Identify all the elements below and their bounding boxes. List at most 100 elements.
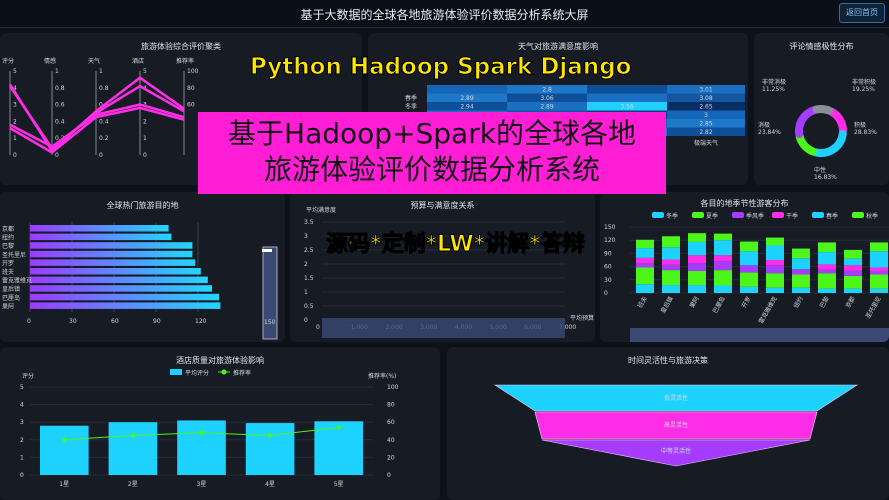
slice-value: 11.25% [762,86,785,93]
chart-title: 天气对旅游满意度影响 [518,42,598,51]
slice-name: 非常消极 [762,78,786,86]
bar-segment [662,285,680,293]
header: 基于大数据的全球各地旅游体验评价数据分析系统大屏 返回首页 [0,0,889,28]
category-label: 1星 [59,481,69,488]
category-label: 5星 [334,481,344,488]
tick-label: 40 [387,437,395,444]
stage-label: 低灵活性 [664,394,688,402]
bar-segment [766,265,784,274]
tick-label: 120 [195,318,207,325]
zoom-slider [322,318,565,338]
slice-name: 非常积极 [852,78,876,86]
cell-value: 3.06 [540,95,554,102]
chart-title: 各目的地季节性游客分布 [700,199,789,208]
bar-segment [844,249,862,259]
cell-value: 3.56 [620,104,634,111]
bar-segment [870,242,888,252]
bar-segment [636,263,654,268]
bar-segment [688,271,706,286]
heatmap-cell [427,85,507,94]
category-label: 巴黎 [818,295,831,309]
bar-segment [870,288,888,293]
heatmap-cell [427,93,507,102]
bar-segment [662,259,680,265]
tick-label: 0.4 [99,118,109,125]
axis-name: 酒店 [132,57,144,65]
tick-label: 4 [13,85,17,92]
bar-segment [740,251,758,266]
bar [30,259,196,266]
y-axis-label: 评分 [22,372,34,380]
legend-swatch [812,212,824,218]
bar-segment [818,269,836,274]
bar-segment [818,264,836,270]
tick-label: 1 [99,68,103,75]
bar [245,423,295,475]
overlay-title-line1: 基于Hadoop+Spark的全球各地 [228,117,636,150]
zoom-slider [630,328,889,342]
tick-label: 0 [304,317,308,324]
bar [108,422,158,475]
bar-segment [844,270,862,276]
axis-name: 情感 [44,57,56,65]
slice-value: 16.83% [814,174,837,181]
bar-segment [636,284,654,293]
category-label: 班夫 [636,295,649,309]
line-point [62,437,67,442]
bar-segment [662,264,680,271]
donut-slice [811,130,847,157]
overlay-tech-stack: Python Hadoop Spark Django [249,54,632,81]
legend-label: 秋季 [866,212,878,220]
category-label: 果阿 [688,295,701,309]
tick-label: 3 [304,233,308,240]
tick-label: 0 [55,152,59,159]
bar [30,268,201,275]
bar-segment [870,267,888,271]
heatmap-cell [667,127,745,136]
legend-swatch [852,212,864,218]
axis-name: 评分 [2,57,14,65]
heatmap-cell [507,85,587,94]
tick-label: 100 [187,68,199,75]
bar [30,242,193,249]
legend-label: 平均评分 [185,369,209,377]
legend-label: 冬季 [666,212,678,220]
bar-segment [636,239,654,249]
tick-label: 1 [20,454,24,461]
line-point [199,430,204,435]
cell-value: 2.89 [460,95,474,102]
cell-value: 2.65 [699,104,713,111]
column-label: 极端天气 [694,139,718,147]
bar-segment [714,270,732,286]
tick-label: 0.2 [99,135,109,142]
axis-name: 天气 [88,57,100,65]
tick-label: 1.5 [304,275,314,282]
cell-value: 2.85 [699,121,713,128]
bar-segment [714,233,732,241]
donut-slice [827,107,847,136]
axis-name: 推荐率 [176,57,194,65]
stage-label: 高灵活性 [664,421,688,429]
tick-label: 2 [20,437,24,444]
panel-destinations: 全球热门旅游目的地 0 30 60 90 120 京都 纽约 巴黎 圣托里尼 开罗 班夫 雷克雅维克皇… [0,192,285,342]
tick-label: 90 [604,250,612,257]
tick-label: 0 [20,472,24,479]
tick-label: 0 [27,318,31,325]
slice-value: 28.83% [854,129,877,136]
donut-slice [795,106,818,138]
cell-value: 3.01 [699,87,713,94]
category-label: 京都 [2,225,14,233]
cell-value: 2.82 [699,129,713,136]
heatmap-cell [667,102,745,111]
bar-segment [662,270,680,286]
tick-label: 0.8 [55,85,65,92]
bar-segment [818,242,836,253]
back-home-button[interactable]: 返回首页 [839,3,885,23]
bar-segment [844,288,862,293]
funnel-stage [534,411,818,440]
legend-label: 夏季 [706,212,718,220]
bar-segment [766,237,784,246]
chart-title: 酒店质量对旅游体验影响 [176,356,264,365]
bar-segment [818,252,836,265]
line-point [336,425,341,430]
